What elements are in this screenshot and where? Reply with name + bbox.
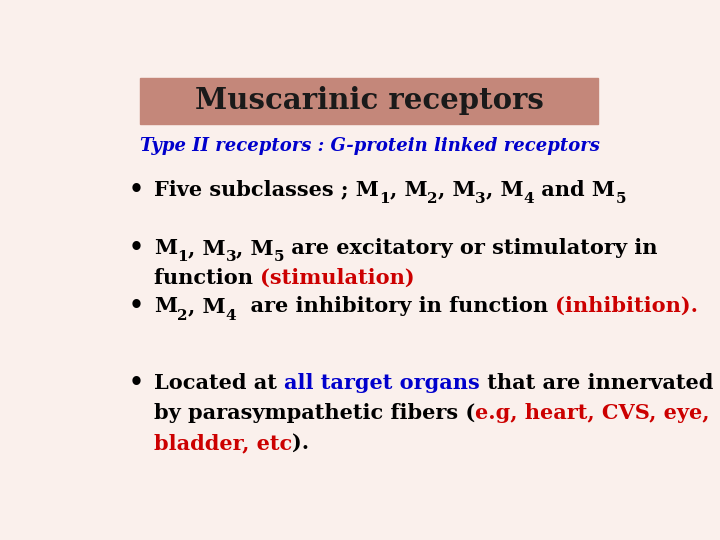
Text: , M: , M <box>438 180 475 200</box>
Text: M: M <box>154 238 177 258</box>
FancyBboxPatch shape <box>140 78 598 124</box>
Text: 5: 5 <box>274 251 284 265</box>
Text: , M: , M <box>390 180 427 200</box>
Text: •: • <box>129 177 144 201</box>
Text: 4: 4 <box>225 309 236 323</box>
Text: , M: , M <box>188 296 225 316</box>
Text: M: M <box>154 296 177 316</box>
Text: (stimulation): (stimulation) <box>261 268 415 288</box>
Text: are excitatory or stimulatory in: are excitatory or stimulatory in <box>284 238 658 258</box>
Text: Five subclasses ; M: Five subclasses ; M <box>154 180 379 200</box>
Text: 3: 3 <box>225 251 236 265</box>
Text: that are innervated: that are innervated <box>480 373 714 393</box>
Text: by parasympathetic fibers (: by parasympathetic fibers ( <box>154 403 475 423</box>
Text: 1: 1 <box>177 251 188 265</box>
Text: ).: ). <box>292 433 310 453</box>
Text: Muscarinic receptors: Muscarinic receptors <box>194 86 544 116</box>
Text: and M: and M <box>534 180 616 200</box>
Text: 5: 5 <box>616 192 626 206</box>
Text: Located at: Located at <box>154 373 284 393</box>
Text: •: • <box>129 235 144 259</box>
Text: Type II receptors : G-protein linked receptors: Type II receptors : G-protein linked rec… <box>140 137 600 155</box>
Text: 3: 3 <box>475 192 486 206</box>
Text: •: • <box>129 293 144 317</box>
Text: , M: , M <box>188 238 225 258</box>
Text: e.g, heart, CVS, eye,: e.g, heart, CVS, eye, <box>475 403 710 423</box>
Text: 4: 4 <box>523 192 534 206</box>
Text: , M: , M <box>486 180 523 200</box>
Text: function: function <box>154 268 261 288</box>
Text: 2: 2 <box>427 192 438 206</box>
Text: all target organs: all target organs <box>284 373 480 393</box>
Text: 1: 1 <box>379 192 390 206</box>
Text: •: • <box>129 370 144 394</box>
Text: are inhibitory in function: are inhibitory in function <box>236 296 555 316</box>
Text: , M: , M <box>236 238 274 258</box>
Text: bladder, etc: bladder, etc <box>154 433 292 453</box>
Text: (inhibition).: (inhibition). <box>555 296 698 316</box>
Text: 2: 2 <box>177 309 188 323</box>
